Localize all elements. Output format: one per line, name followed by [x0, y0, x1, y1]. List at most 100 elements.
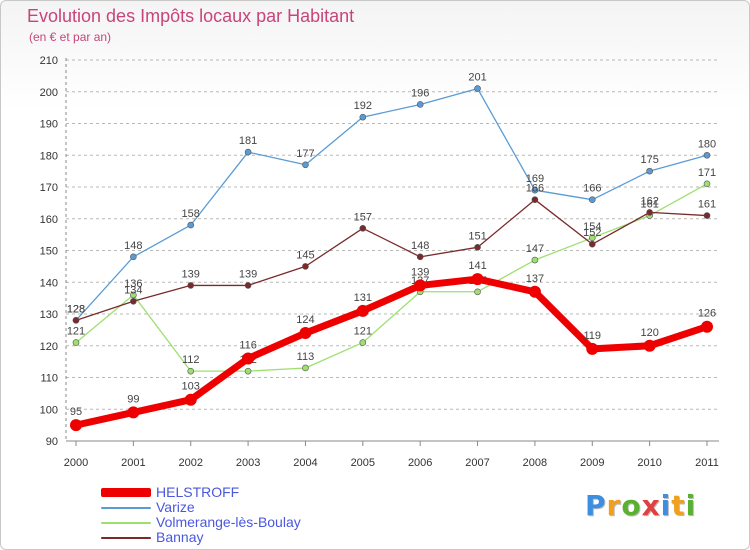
data-point-volmerange-l-s-boulay	[244, 367, 252, 375]
data-point-bannay	[302, 263, 309, 270]
x-tick-label: 2005	[351, 457, 375, 469]
legend-swatch-volmerange	[101, 521, 151, 524]
data-point-volmerange-l-s-boulay	[302, 364, 309, 372]
data-point-bannay	[187, 282, 195, 289]
x-tick-label: 2010	[637, 457, 661, 469]
y-tick-label: 150	[40, 246, 58, 258]
data-point-volmerange-l-s-boulay	[130, 291, 137, 299]
data-label-varize: 175	[640, 154, 658, 166]
data-point-helstroff	[70, 419, 82, 432]
data-label-helstroff: 120	[640, 327, 658, 339]
y-tick-label: 210	[40, 55, 58, 67]
x-tick-label: 2002	[178, 457, 202, 469]
legend-item-varize: Varize	[101, 500, 301, 515]
data-label-varize: 128	[67, 303, 85, 315]
data-point-volmerange-l-s-boulay	[588, 234, 596, 242]
data-label-varize: 166	[583, 183, 601, 195]
data-point-helstroff	[643, 339, 656, 352]
legend-swatch-varize	[101, 506, 151, 509]
data-label-varize: 169	[526, 173, 544, 185]
legend-swatch-bannay	[101, 536, 151, 539]
data-point-helstroff	[414, 279, 427, 292]
series-line-helstroff	[75, 275, 709, 429]
data-point-varize	[416, 101, 424, 108]
y-tick-label: 120	[40, 341, 58, 353]
series-line-volmerange-l-s-boulay	[75, 183, 708, 372]
data-label-bannay: 148	[411, 240, 429, 252]
data-label-helstroff: 95	[70, 406, 82, 418]
data-label-bannay: 166	[526, 183, 544, 195]
y-tick-label: 180	[40, 150, 58, 162]
x-tick-label: 2001	[121, 457, 145, 469]
x-tick-label: 2007	[465, 457, 489, 469]
data-label-varize: 201	[468, 72, 486, 84]
chart-subtitle: (en € et par an)	[29, 30, 112, 44]
data-label-bannay: 152	[583, 227, 601, 239]
data-label-volmerange-l-s-boulay: 113	[297, 351, 315, 363]
data-label-helstroff: 103	[182, 381, 200, 393]
data-point-helstroff	[701, 320, 713, 333]
data-point-bannay	[244, 282, 252, 289]
data-point-helstroff	[184, 393, 197, 406]
data-point-varize	[474, 85, 481, 92]
data-point-bannay	[646, 209, 653, 216]
data-label-helstroff: 137	[526, 273, 544, 285]
data-label-bannay: 139	[182, 268, 200, 280]
logo-letter: r	[606, 489, 622, 522]
data-label-varize: 148	[124, 240, 142, 252]
data-point-helstroff	[471, 273, 484, 286]
data-point-bannay	[474, 244, 481, 251]
data-label-varize: 192	[354, 100, 372, 112]
data-point-varize	[531, 186, 539, 194]
data-point-volmerange-l-s-boulay	[474, 288, 481, 296]
legend-label-bannay: Bannay	[156, 529, 204, 545]
data-label-volmerange-l-s-boulay: 171	[698, 167, 716, 179]
y-tick-label: 90	[46, 436, 58, 448]
data-point-varize	[302, 161, 309, 169]
data-point-helstroff	[299, 327, 312, 340]
chart-title: Evolution des Impôts locaux par Habitant	[27, 6, 355, 26]
data-label-volmerange-l-s-boulay: 112	[182, 354, 200, 366]
data-label-bannay: 139	[239, 268, 257, 280]
x-tick-label: 2003	[236, 457, 260, 469]
data-label-helstroff: 119	[583, 330, 601, 342]
x-tick-label: 2000	[64, 457, 88, 469]
data-point-volmerange-l-s-boulay	[359, 339, 367, 346]
data-label-varize: 158	[182, 208, 200, 220]
data-point-helstroff	[127, 406, 140, 419]
data-label-helstroff: 141	[468, 260, 486, 272]
data-label-varize: 196	[411, 87, 429, 99]
x-tick-label: 2009	[580, 457, 604, 469]
data-point-helstroff	[242, 352, 255, 365]
data-point-bannay	[359, 224, 367, 232]
data-label-volmerange-l-s-boulay: 161	[640, 199, 658, 211]
legend-label-volmerange: Volmerange-lès-Boulay	[156, 514, 301, 530]
legend-label-helstroff: HELSTROFF	[156, 484, 240, 500]
logo-letter: x	[641, 489, 661, 522]
legend-item-bannay: Bannay	[101, 530, 301, 545]
data-label-bannay: 161	[698, 199, 716, 211]
series-line-varize	[75, 87, 708, 321]
data-label-volmerange-l-s-boulay: 147	[526, 243, 544, 255]
data-label-bannay: 151	[468, 230, 486, 242]
x-tick-label: 2006	[408, 457, 432, 469]
data-point-volmerange-l-s-boulay	[72, 339, 80, 346]
data-label-volmerange-l-s-boulay: 154	[583, 221, 601, 233]
data-point-helstroff	[528, 285, 541, 298]
data-point-bannay	[130, 297, 137, 305]
data-label-volmerange-l-s-boulay: 121	[67, 326, 85, 338]
data-point-volmerange-l-s-boulay	[187, 367, 195, 375]
y-tick-label: 200	[40, 87, 58, 99]
legend-swatch-helstroff	[101, 488, 151, 497]
data-label-bannay: 157	[354, 211, 372, 223]
data-label-helstroff: 99	[127, 393, 139, 405]
data-label-volmerange-l-s-boulay: 136	[124, 278, 142, 290]
y-tick-label: 140	[40, 277, 58, 289]
data-point-varize	[359, 113, 367, 121]
legend: HELSTROFF Varize Volmerange-lès-Boulay B…	[101, 485, 301, 545]
logo-letter: o	[621, 489, 642, 522]
data-label-varize: 177	[296, 148, 314, 160]
data-label-helstroff: 124	[296, 314, 314, 326]
